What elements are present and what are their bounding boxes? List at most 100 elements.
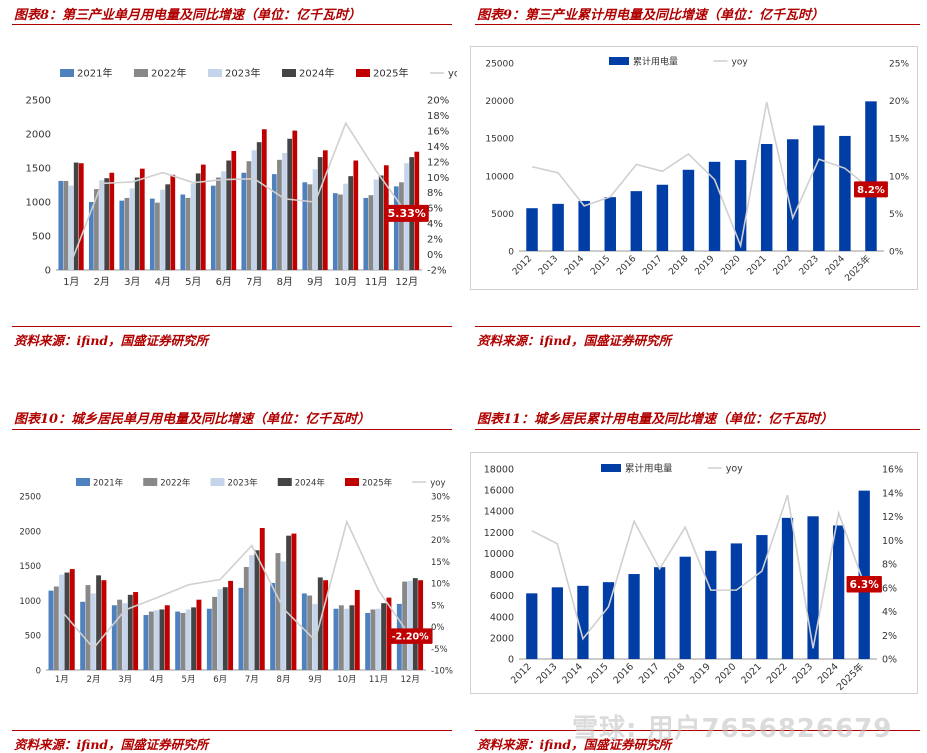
watermark: 雪球: 用户7656826679 xyxy=(572,714,893,744)
panel-9-title: 图表9：第三产业累计用电量及同比增速（单位：亿千瓦时） xyxy=(477,8,825,23)
y-tick-label: 10000 xyxy=(484,549,514,560)
bar-2021年 xyxy=(180,194,186,270)
bar-2023年 xyxy=(312,603,318,670)
legend-label: 2024年 xyxy=(299,67,334,80)
legend-swatch xyxy=(282,69,296,77)
bar-2024年 xyxy=(127,594,133,670)
legend-swatch xyxy=(60,69,74,77)
bar-2022年 xyxy=(338,605,344,670)
bar-2024年 xyxy=(226,160,232,270)
legend-swatch xyxy=(134,69,148,77)
x-tick-label: 10月 xyxy=(334,276,357,288)
bar-2023年 xyxy=(99,180,104,270)
bar-2021年 xyxy=(58,180,64,270)
legend-swatch xyxy=(356,69,370,77)
x-tick-label: 3月 xyxy=(118,675,132,685)
legend-label: yoy xyxy=(430,479,445,489)
bar-2023年 xyxy=(312,169,318,270)
x-tick-label: 11月 xyxy=(369,675,388,685)
bar-2024年 xyxy=(317,157,323,270)
y2-tick-label: 15% xyxy=(889,135,909,145)
bar-cumulative xyxy=(602,582,615,659)
legend-label: yoy xyxy=(732,58,749,68)
x-tick-label: 2018 xyxy=(667,254,690,277)
y2-tick-label: 4% xyxy=(427,219,443,230)
bar-2024年 xyxy=(134,177,140,270)
bar-2022年 xyxy=(94,189,99,270)
x-tick-label: 2020 xyxy=(714,661,739,686)
yoy-annotation-box xyxy=(387,628,433,644)
bar-2021年 xyxy=(238,587,244,670)
bar-cumulative xyxy=(813,125,825,251)
bar-2023年 xyxy=(344,608,350,670)
bar-2023年 xyxy=(129,188,135,270)
x-tick-label: 2015 xyxy=(586,661,611,686)
bar-2022年 xyxy=(277,159,282,270)
bar-cumulative xyxy=(858,490,870,659)
panel-11-title: 图表11：城乡居民累计用电量及同比增速（单位：亿千瓦时） xyxy=(477,412,834,427)
panel-8-source: 资料来源：ifind，国盛证券研究所 xyxy=(14,333,209,348)
bar-2025年 xyxy=(78,163,84,270)
y2-tick-label: 2% xyxy=(427,235,443,246)
bar-2023年 xyxy=(68,185,74,270)
y2-tick-label: 6% xyxy=(427,204,443,215)
x-tick-label: 3月 xyxy=(124,276,140,288)
bar-cumulative xyxy=(578,200,590,251)
bar-2022年 xyxy=(53,586,59,670)
panel-11-title-rule xyxy=(475,429,920,430)
y-tick-label: 1000 xyxy=(26,198,51,209)
bar-cumulative xyxy=(577,585,589,659)
x-tick-label: 6月 xyxy=(213,675,227,685)
bar-2023年 xyxy=(407,580,413,670)
y-tick-label: 4000 xyxy=(490,612,514,623)
bar-2023年 xyxy=(343,183,348,270)
panel-10-source-rule xyxy=(12,730,452,731)
bar-2023年 xyxy=(375,608,381,670)
legend-label: 2022年 xyxy=(160,478,191,489)
bar-2023年 xyxy=(160,189,165,270)
bar-2024年 xyxy=(381,603,387,670)
bar-2025年 xyxy=(231,151,237,270)
y2-tick-label: 0% xyxy=(889,248,904,258)
x-tick-label: 12月 xyxy=(395,276,418,288)
bar-cumulative xyxy=(679,556,691,659)
y-tick-label: 2500 xyxy=(26,96,51,107)
x-tick-label: 10月 xyxy=(337,675,356,685)
bar-2023年 xyxy=(122,603,128,670)
bar-2022年 xyxy=(275,553,281,670)
chart-8-svg: 0 500 1000 1500 2000 2500 -2% 0% 2% 4% 6% 8% 10% 12% 1… xyxy=(26,67,457,289)
bar-2024年 xyxy=(165,184,171,270)
y-tick-label: 500 xyxy=(32,232,51,243)
y2-tick-label: 16% xyxy=(882,465,903,476)
x-tick-label: 2020 xyxy=(719,254,742,277)
y-tick-label: 20000 xyxy=(485,97,514,107)
bar-2024年 xyxy=(378,175,384,270)
bar-2022年 xyxy=(124,197,130,270)
x-tick-label: 2024 xyxy=(824,254,847,277)
yoy-annotation-box xyxy=(854,181,888,198)
bar-2025年 xyxy=(196,599,202,670)
bar-2022年 xyxy=(212,596,218,670)
bar-2023年 xyxy=(373,179,379,270)
yoy-annotation-label: 8.2% xyxy=(857,185,885,196)
yoy-line xyxy=(531,101,872,249)
yoy-annotation-label: 5.33% xyxy=(388,207,426,220)
bar-cumulative xyxy=(551,587,563,659)
bar-2025年 xyxy=(139,168,145,270)
bar-2023年 xyxy=(249,555,255,670)
bar-2021年 xyxy=(333,608,339,670)
bar-2021年 xyxy=(270,583,276,670)
bar-2021年 xyxy=(365,612,371,670)
bar-cumulative xyxy=(630,191,643,251)
x-tick-label: 2023 xyxy=(798,254,821,277)
legend-swatch xyxy=(208,69,222,77)
yoy-annotation-label: -2.20% xyxy=(392,631,429,642)
bar-2021年 xyxy=(88,202,94,270)
bar-2025年 xyxy=(418,580,424,670)
chart-10-svg: 0 500 1000 1500 2000 2500 -10% -5% 0% 5% 10% 15% 20%… xyxy=(19,478,453,686)
y-tick-label: 0 xyxy=(508,248,514,258)
y-tick-label: 0 xyxy=(45,266,51,277)
bar-cumulative xyxy=(730,543,742,659)
y2-tick-label: 10% xyxy=(889,172,909,182)
x-tick-label: 2022 xyxy=(772,254,795,277)
